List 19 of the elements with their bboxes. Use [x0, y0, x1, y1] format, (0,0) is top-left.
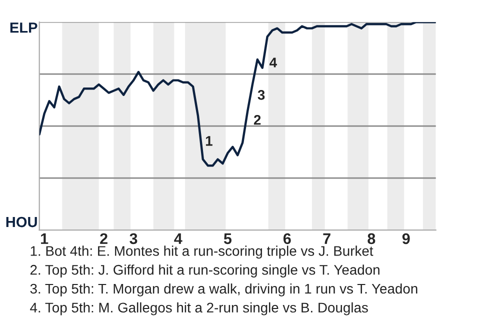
- x-tick-label: 4: [174, 233, 182, 244]
- x-tick-label: 8: [368, 233, 376, 244]
- annotation: 2: [254, 114, 261, 125]
- x-tick-label: 1: [41, 233, 48, 244]
- x-tick-label: 6: [283, 233, 291, 244]
- text: 1. Bot 4th: E. Montes hit a run-scoring triple vs J. Burket: [30, 246, 374, 259]
- x-tick-label: 5: [224, 233, 232, 244]
- x-tick-label: 9: [402, 233, 410, 244]
- annotation: 1: [206, 136, 212, 146]
- text: 3. Top 5th: T. Morgan drew a walk, driving in 1 run vs T. Yeadon: [30, 283, 418, 296]
- x-tick-label: 3: [130, 233, 138, 244]
- text: ELP: [10, 22, 38, 33]
- text: 2. Top 5th: J. Gifford hit a run-scoring single vs T. Yeadon: [30, 264, 380, 278]
- x-tick-label: 2: [100, 233, 108, 244]
- annotation: 4: [270, 58, 277, 68]
- text: 4. Top 5th: M. Gallegos hit a 2-run single vs B. Douglas: [30, 302, 368, 316]
- x-tick-label: 7: [323, 233, 330, 244]
- text: HOU: [6, 216, 37, 228]
- annotation: 3: [258, 90, 265, 100]
